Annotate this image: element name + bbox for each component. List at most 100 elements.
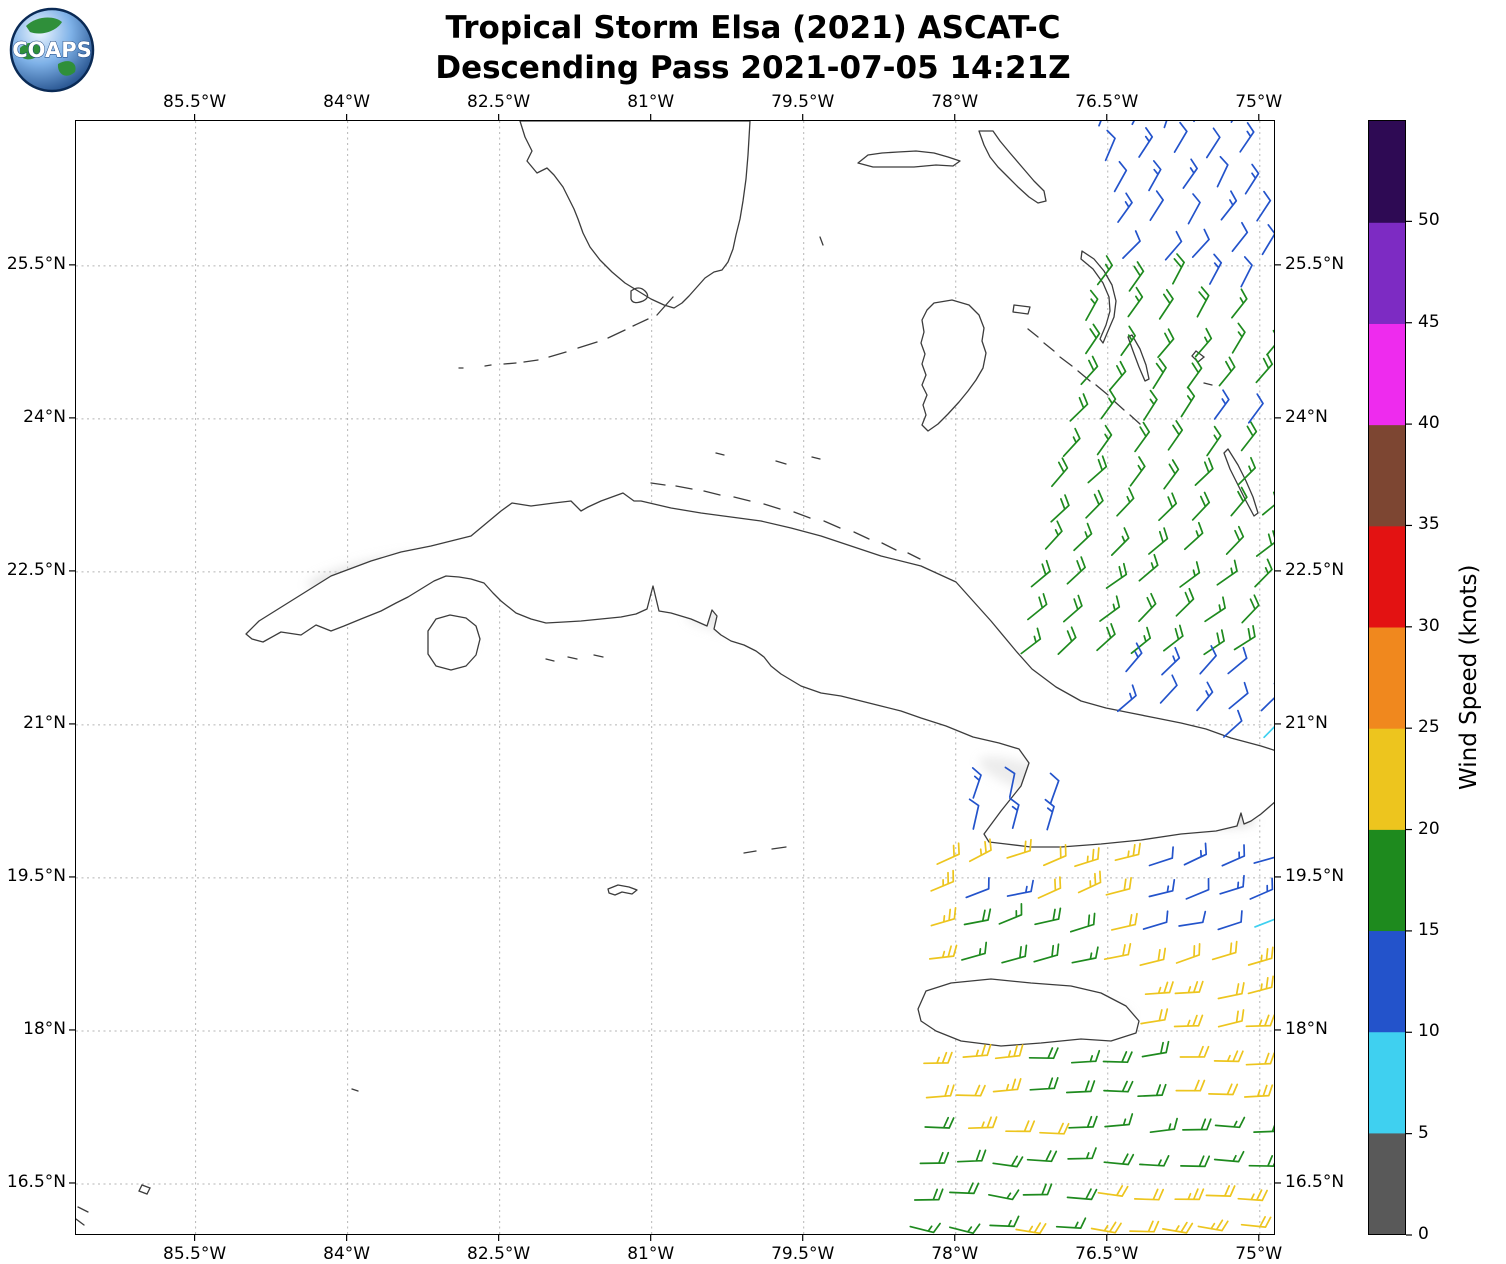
- wind-barb: [1020, 627, 1042, 655]
- wind-barb: [1134, 421, 1151, 453]
- colorbar-tick-label: 25: [1418, 717, 1440, 738]
- x-tick-label-bottom: 85.5°W: [163, 1244, 227, 1264]
- wind-barb: [1167, 420, 1184, 451]
- wind-barb: [1243, 1084, 1274, 1098]
- x-tick-label-bottom: 76.5°W: [1075, 1244, 1139, 1264]
- landmass-north: [26, 17, 62, 34]
- wind-barb-layer: [909, 121, 1274, 1234]
- x-tick-label-bottom: 82.5°W: [467, 1244, 531, 1264]
- colorbar-segment: [1369, 525, 1405, 628]
- wind-barb: [1164, 230, 1183, 261]
- wind-barb: [919, 1151, 950, 1165]
- wind-barb: [1247, 975, 1274, 995]
- wind-barb: [1182, 1118, 1212, 1131]
- wind-barb: [1213, 389, 1230, 420]
- coastline-new-providence: [1012, 304, 1031, 315]
- wind-barb: [968, 798, 980, 830]
- y-tick-label-left: 24°N: [23, 406, 66, 427]
- wind-barb: [1110, 527, 1130, 556]
- wind-barb: [1173, 1014, 1204, 1028]
- wind-barb: [1172, 253, 1185, 285]
- coastline-abaco: [978, 130, 1047, 204]
- wind-barb: [1247, 393, 1264, 424]
- wind-barb: [1175, 1079, 1206, 1092]
- y-tick-label-right: 18°N: [1285, 1018, 1328, 1039]
- x-tick-label-top: 81°W: [627, 92, 675, 112]
- wind-barb: [1104, 129, 1116, 162]
- wind-barb: [1044, 798, 1055, 831]
- wind-barb: [1260, 682, 1274, 712]
- wind-barb: [1182, 158, 1198, 189]
- y-tick-label-left: 21°N: [23, 712, 66, 733]
- x-tick-label-top: 79.5°W: [771, 92, 835, 112]
- wind-barb: [1116, 684, 1137, 713]
- wind-barb: [928, 944, 958, 960]
- wind-barb: [1102, 1051, 1133, 1064]
- wind-barb: [1241, 594, 1260, 624]
- wind-barb: [1186, 358, 1203, 389]
- wind-barb: [1180, 386, 1196, 418]
- wind-barb: [1231, 288, 1248, 319]
- y-tick-label-right: 21°N: [1285, 712, 1328, 733]
- wind-barb: [1148, 879, 1176, 898]
- y-tick-label-left: 16.5°N: [6, 1171, 66, 1192]
- coastline-jamaica: [917, 978, 1140, 1047]
- wind-barb: [1211, 940, 1238, 961]
- wind-barb: [923, 1051, 953, 1065]
- wind-barb: [1039, 1122, 1070, 1135]
- x-tick-label-bottom: 81°W: [627, 1244, 675, 1264]
- wind-barb: [1050, 494, 1070, 523]
- wind-barb: [1194, 457, 1214, 486]
- wind-barb: [1149, 1117, 1178, 1134]
- title-line-1: Tropical Storm Elsa (2021) ASCAT-C: [445, 10, 1061, 46]
- wind-barb: [1138, 553, 1159, 582]
- wind-barb: [1103, 1080, 1134, 1093]
- colorbar-segment: [1369, 323, 1405, 426]
- wind-barb: [1240, 421, 1258, 452]
- wind-barb: [1163, 624, 1184, 652]
- wind-barb: [1216, 155, 1229, 188]
- wind-barb: [1143, 389, 1158, 421]
- y-tick-label-right: 16.5°N: [1285, 1171, 1345, 1192]
- colorbar-tick-label: 5: [1418, 1122, 1429, 1143]
- wind-barb: [1220, 190, 1238, 221]
- wind-barb: [1227, 646, 1248, 675]
- x-tick-label-top: 82.5°W: [467, 92, 531, 112]
- landmass-south: [57, 61, 76, 76]
- wind-barb: [1240, 256, 1253, 288]
- colorbar-tick-label: 10: [1418, 1021, 1440, 1042]
- wind-barb: [1204, 596, 1226, 623]
- wind-barb: [1062, 594, 1083, 623]
- wind-barb: [1069, 912, 1096, 933]
- colorbar-segment: [1369, 1031, 1405, 1134]
- figure-title: Tropical Storm Elsa (2021) ASCAT-C Desce…: [0, 8, 1506, 88]
- wind-barb: [1179, 1045, 1210, 1058]
- wind-barb: [1142, 910, 1169, 930]
- coastline-isla-juventud: [427, 614, 481, 671]
- colorbar-tick-label: 50: [1418, 210, 1440, 231]
- wind-barb: [1217, 982, 1245, 1000]
- wind-barb: [1247, 946, 1274, 966]
- wind-barb: [1004, 766, 1016, 798]
- wind-barb: [1009, 797, 1020, 829]
- wind-barb: [967, 1116, 998, 1130]
- wind-barb: [1249, 877, 1274, 900]
- wind-barb: [1217, 1009, 1245, 1028]
- wind-barb: [1117, 192, 1133, 223]
- colorbar-tick-label: 15: [1418, 919, 1440, 940]
- wind-barb: [1067, 1147, 1097, 1160]
- wind-barb: [1157, 328, 1175, 359]
- wind-barb: [1109, 360, 1127, 391]
- wind-barb: [1085, 489, 1104, 519]
- colorbar-segment: [1369, 728, 1405, 830]
- title-line-2: Descending Pass 2021-07-05 14:21Z: [435, 50, 1071, 86]
- wind-barb: [930, 907, 957, 927]
- wind-barb: [1175, 587, 1195, 617]
- x-tick-label-bottom: 75°W: [1235, 1244, 1283, 1264]
- y-tick-label-left: 22.5°N: [6, 559, 66, 580]
- wind-barb: [1256, 190, 1272, 222]
- wind-barb: [1239, 122, 1255, 153]
- coastline-florida: [519, 121, 751, 309]
- wind-barb: [930, 869, 955, 892]
- wind-barb: [1033, 943, 1060, 963]
